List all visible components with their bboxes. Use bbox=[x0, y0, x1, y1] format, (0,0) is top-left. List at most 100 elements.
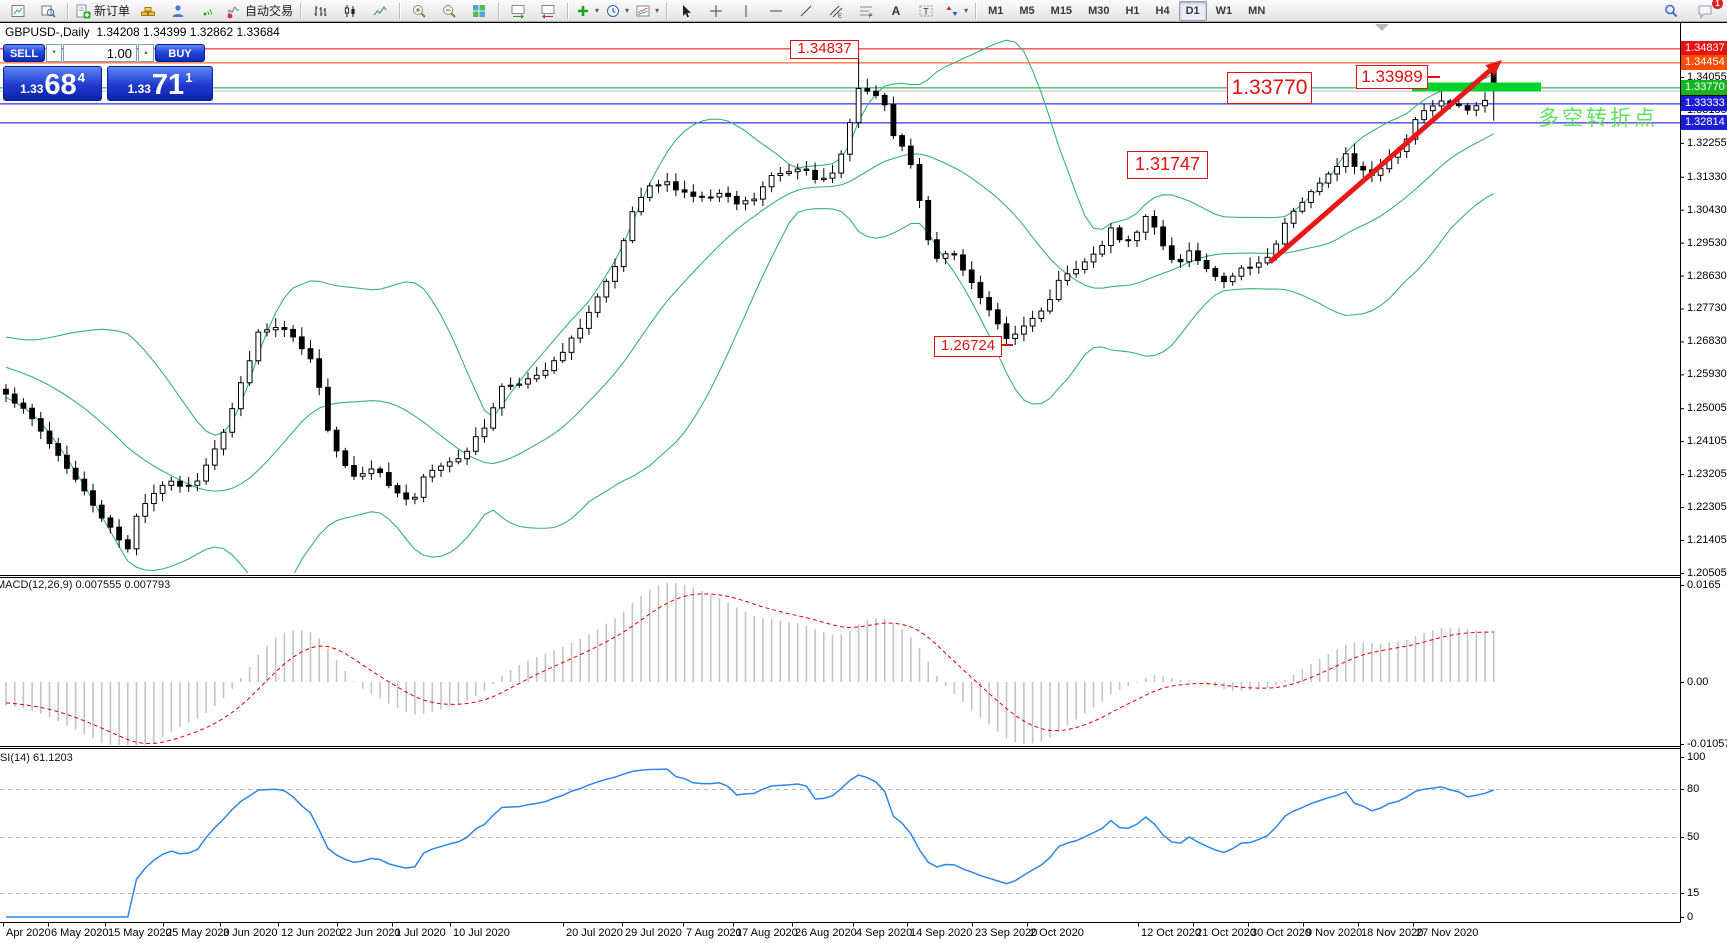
timeframe-button-m1[interactable]: M1 bbox=[988, 4, 1004, 17]
bid-price-tile[interactable]: 1.33 68 4 bbox=[3, 66, 102, 101]
bid-price-sup: 4 bbox=[77, 70, 85, 85]
toolbar-terminal-button[interactable] bbox=[163, 0, 193, 22]
timeframe-button-w1[interactable]: W1 bbox=[1215, 4, 1233, 17]
toolbar-auto-scroll-button[interactable] bbox=[503, 0, 533, 22]
buy-button[interactable]: BUY bbox=[155, 44, 205, 62]
chart-dropdown-marker[interactable] bbox=[1374, 23, 1390, 32]
timeframe-button-d1[interactable]: D1 bbox=[1178, 0, 1207, 21]
one-click-trading-panel: SELL ▾ ▴ BUY 1.33 68 4 1.33 71 1 bbox=[3, 44, 213, 101]
axis-tick-label: 1.28630 bbox=[1687, 270, 1727, 282]
toolbar-candles-chart-button[interactable] bbox=[335, 0, 365, 22]
toolbar-data-window-button[interactable] bbox=[33, 0, 63, 22]
chevron-down-icon: ▾ bbox=[655, 6, 660, 15]
toolbar-signal-button[interactable] bbox=[193, 0, 223, 22]
trend-arrow-head[interactable] bbox=[1485, 60, 1502, 76]
zoom-in-icon bbox=[411, 3, 427, 19]
axis-tick-label: 1.25930 bbox=[1687, 368, 1727, 380]
candles-chart-icon bbox=[342, 3, 358, 19]
search-button[interactable] bbox=[1656, 0, 1686, 22]
text-label-icon: T bbox=[918, 3, 934, 19]
fibonacci-icon: F bbox=[858, 3, 874, 19]
toolbar-deposit-button[interactable] bbox=[133, 0, 163, 22]
toolbar-bars-chart-button[interactable] bbox=[305, 0, 335, 22]
toolbar-templates-button[interactable]: ▾ bbox=[632, 0, 662, 22]
turning-point-note[interactable]: 多空转折点 bbox=[1538, 107, 1658, 130]
toolbar-trendline-button[interactable] bbox=[791, 0, 821, 22]
date-axis-label: 14 Sep 2020 bbox=[910, 927, 973, 939]
toolbar-new-order-button[interactable]: 新订单 bbox=[72, 0, 133, 22]
trend-arrow-line[interactable] bbox=[1268, 68, 1492, 264]
chevron-down-icon: ▾ bbox=[964, 6, 969, 15]
chart-window-title: GBPUSD-,Daily 1.34208 1.34399 1.32862 1.… bbox=[5, 25, 280, 39]
volume-decrease-button[interactable]: ▾ bbox=[46, 44, 62, 62]
toolbar-line-chart-button[interactable] bbox=[365, 0, 395, 22]
line-chart-icon bbox=[372, 3, 388, 19]
price-annotation-1.34837[interactable]: 1.34837 bbox=[790, 40, 859, 59]
svg-text:T: T bbox=[923, 6, 929, 16]
toolbar-cursor-button[interactable] bbox=[671, 0, 701, 22]
data-window-icon bbox=[40, 3, 56, 19]
toolbar-text-button[interactable]: A bbox=[881, 0, 911, 22]
sell-button[interactable]: SELL bbox=[3, 44, 45, 62]
horizontal-level-lines[interactable] bbox=[0, 48, 1680, 124]
toolbar-crosshair-button[interactable] bbox=[701, 0, 731, 22]
macd-indicator bbox=[5, 582, 1495, 745]
arrows-icon bbox=[944, 3, 960, 19]
axis-tick-label: 1.31330 bbox=[1687, 171, 1727, 183]
timeframe-button-h1[interactable]: H1 bbox=[1125, 4, 1140, 17]
ask-price-tile[interactable]: 1.33 71 1 bbox=[107, 66, 213, 101]
toolbar: 新订单 自动交易 ▾ ▾ ▾ E F A T ▾ M1 M5 M15 M30 H1 H4 D1 W1 MN 1 bbox=[0, 0, 1727, 22]
notifications-button[interactable]: 1 bbox=[1690, 0, 1723, 22]
deposit-icon bbox=[140, 3, 156, 19]
bars-chart-icon bbox=[312, 3, 328, 19]
svg-text:E: E bbox=[838, 13, 842, 19]
toolbar-periods-button[interactable]: ▾ bbox=[602, 0, 632, 22]
date-axis-label: 4 Sep 2020 bbox=[856, 927, 913, 939]
toolbar-channel-button[interactable]: E bbox=[821, 0, 851, 22]
timeframe-button-m15[interactable]: M15 bbox=[1050, 4, 1073, 17]
price-badge-1.33333: 1.33333 bbox=[1681, 96, 1727, 111]
price-badge-1.34837: 1.34837 bbox=[1681, 41, 1727, 56]
price-annotation-1.26724[interactable]: 1.26724 bbox=[934, 336, 1002, 357]
toolbar-arrows-button[interactable]: ▾ bbox=[941, 0, 971, 22]
toolbar-separator bbox=[975, 2, 977, 19]
price-annotation-1.33770[interactable]: 1.33770 bbox=[1227, 72, 1312, 104]
price-annotation-1.31747[interactable]: 1.31747 bbox=[1127, 151, 1208, 179]
toolbar-indicators-button[interactable]: ▾ bbox=[572, 0, 602, 22]
date-axis-label: 18 Nov 2020 bbox=[1361, 927, 1424, 939]
indicators-icon bbox=[575, 3, 591, 19]
toolbar-tile-windows-button[interactable] bbox=[464, 0, 494, 22]
volume-input[interactable] bbox=[63, 44, 137, 62]
toolbar-vline-button[interactable] bbox=[731, 0, 761, 22]
axis-tick-label: 1.21405 bbox=[1687, 534, 1727, 546]
toolbar-zoom-in-button[interactable] bbox=[404, 0, 434, 22]
toolbar-zoom-out-button[interactable] bbox=[434, 0, 464, 22]
toolbar-autotrade-button[interactable]: 自动交易 bbox=[223, 0, 296, 22]
support-level-bar[interactable] bbox=[1412, 82, 1541, 92]
price-annotation-1.33989[interactable]: 1.33989 bbox=[1356, 65, 1428, 89]
timeframe-button-m30[interactable]: M30 bbox=[1088, 4, 1110, 17]
toolbar-fibonacci-button[interactable]: F bbox=[851, 0, 881, 22]
timeframe-button-h4[interactable]: H4 bbox=[1155, 4, 1170, 17]
date-axis-label: 2 Oct 2020 bbox=[1030, 927, 1084, 939]
date-axis-label: 17 Aug 2020 bbox=[736, 927, 798, 939]
toolbar-separator bbox=[399, 2, 401, 19]
toolbar-separator bbox=[498, 2, 500, 19]
toolbar-separator bbox=[300, 2, 302, 19]
rsi-indicator-label: RSI(14) 61.1203 bbox=[0, 752, 73, 764]
toolbar-text-label-button[interactable]: T bbox=[911, 0, 941, 22]
toolbar-autotrade-label: 自动交易 bbox=[245, 4, 294, 18]
axis-tick-label: 0 bbox=[1687, 911, 1694, 923]
search-icon bbox=[1663, 3, 1679, 19]
bid-price-small: 1.33 bbox=[20, 82, 44, 96]
toolbar-hline-button[interactable] bbox=[761, 0, 791, 22]
toolbar-chart-window-button[interactable] bbox=[3, 0, 33, 22]
axis-tick-label: 1.29530 bbox=[1687, 237, 1727, 249]
timeframe-button-mn[interactable]: MN bbox=[1248, 4, 1266, 17]
axis-tick-label: 1.26830 bbox=[1687, 335, 1727, 347]
volume-increase-button[interactable]: ▴ bbox=[138, 44, 154, 62]
toolbar-chart-shift-button[interactable] bbox=[533, 0, 563, 22]
axis-tick-label: -0.010571 bbox=[1687, 738, 1727, 750]
timeframe-button-m5[interactable]: M5 bbox=[1019, 4, 1035, 17]
